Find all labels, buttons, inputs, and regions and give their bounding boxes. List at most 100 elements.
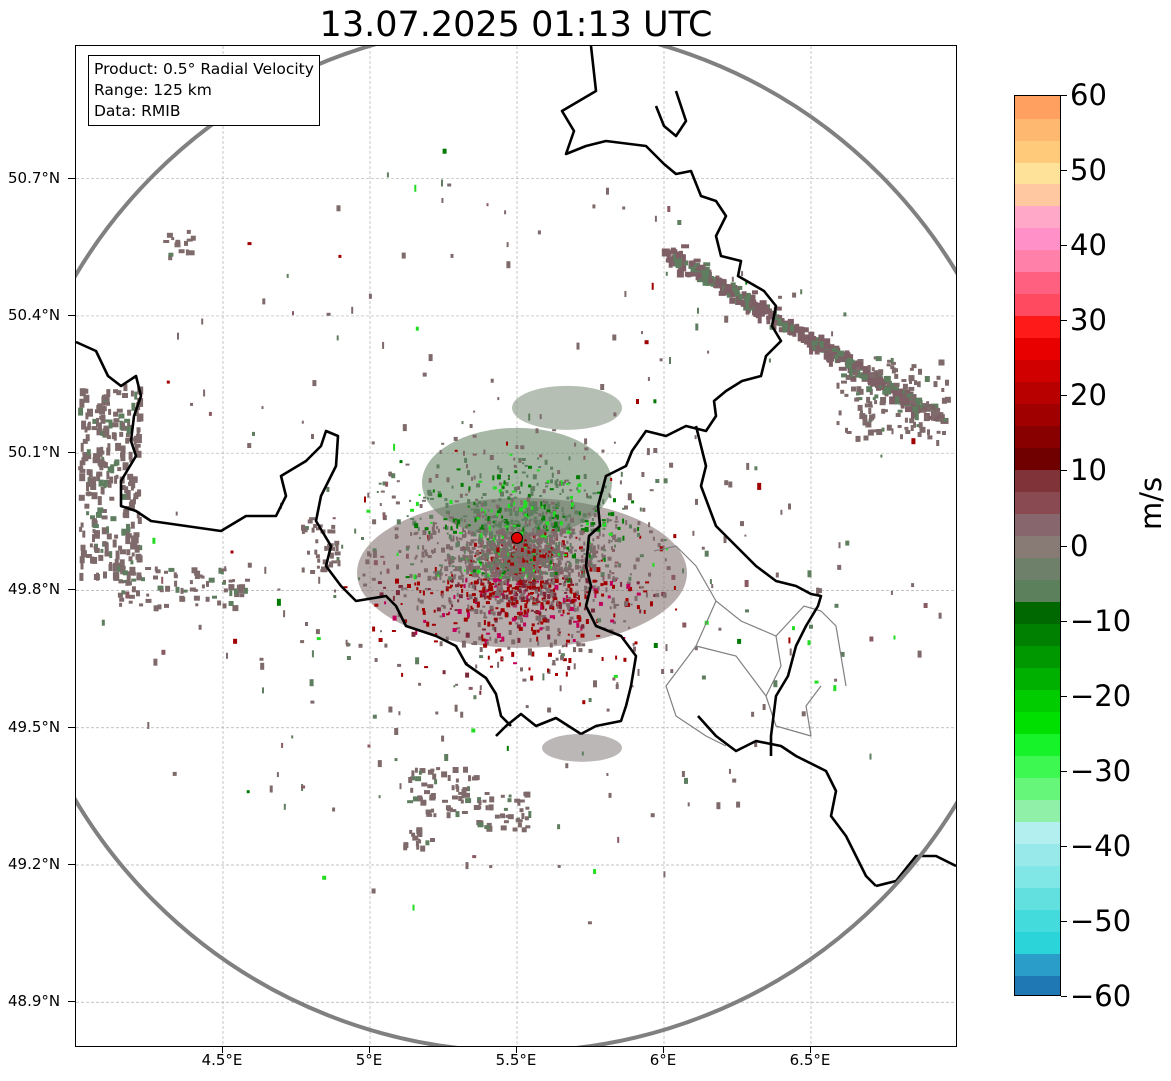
echo-pixel (901, 379, 907, 382)
region-border (665, 600, 727, 747)
echo-pixel (450, 584, 453, 587)
echo-pixel (669, 357, 671, 364)
echo-pixel (695, 323, 699, 331)
echo-pixel (636, 581, 640, 585)
echo-pixel (857, 359, 864, 362)
echo-pixel (598, 601, 603, 606)
echo-pixel (520, 445, 525, 450)
echo-pixel (488, 561, 493, 565)
colorbar-segment (1015, 403, 1060, 427)
echo-pixel (606, 773, 609, 776)
echo-pixel (574, 549, 577, 552)
echo-pixel (483, 612, 486, 614)
echo-pixel (453, 685, 456, 688)
echo-pixel (474, 585, 477, 591)
echo-pixel (501, 570, 504, 573)
echo-pixel (540, 590, 542, 596)
echo-pixel (79, 398, 85, 408)
radar-map-panel[interactable] (75, 45, 957, 1047)
echo-pixel (527, 543, 532, 547)
echo-pixel (502, 575, 506, 580)
echo-pixel (789, 648, 792, 656)
echo-pixel (498, 529, 501, 532)
echo-pixel (535, 549, 540, 553)
echo-pixel (131, 552, 135, 557)
echo-pixel (537, 593, 540, 597)
echo-pixel (542, 500, 545, 504)
echo-pixel (794, 328, 800, 333)
echo-pixel (133, 435, 137, 445)
echo-pixel (493, 573, 497, 576)
echo-pixel (120, 445, 126, 454)
echo-pixel (468, 686, 473, 690)
echo-pixel (539, 557, 542, 563)
echo-pixel (125, 495, 131, 500)
echo-pixel (543, 504, 546, 510)
echo-pixel (458, 796, 463, 801)
echo-pixel (539, 514, 544, 517)
echo-pixel (320, 569, 327, 573)
colorbar-tick-label: 10 (1070, 453, 1107, 488)
echo-pixel (701, 269, 710, 276)
echo-pixel (628, 576, 632, 581)
echo-pixel (399, 783, 402, 790)
echo-pixel (458, 594, 463, 599)
echo-pixel (493, 572, 496, 578)
echo-pixel (523, 553, 527, 558)
echo-pixel (208, 577, 215, 583)
echo-pixel (552, 606, 555, 611)
echo-pixel (302, 526, 309, 530)
echo-pixel (415, 629, 418, 635)
region-border (820, 610, 847, 687)
echo-pixel (341, 544, 344, 549)
echo-pixel (159, 589, 164, 593)
echo-pixel (481, 553, 485, 557)
echo-pixel (682, 622, 687, 628)
echo-pixel (565, 588, 569, 592)
echo-pixel (588, 557, 593, 560)
echo-pixel (559, 480, 563, 486)
echo-pixel (625, 598, 629, 604)
echo-pixel (539, 615, 544, 618)
echo-pixel (525, 584, 528, 588)
echo-pixel (517, 553, 521, 558)
echo-pixel (565, 517, 568, 521)
echo-pixel (560, 655, 565, 661)
echo-pixel (448, 586, 452, 589)
echo-pixel (543, 548, 547, 554)
colorbar-segment (1015, 821, 1060, 844)
echo-pixel (410, 508, 415, 512)
echo-pixel (405, 553, 409, 559)
echo-pixel (515, 577, 520, 582)
echo-pixel (136, 443, 141, 448)
echo-pixel (744, 580, 749, 587)
echo-pixel (460, 799, 464, 804)
echo-pixel (467, 530, 471, 535)
echo-pixel (554, 528, 559, 532)
echo-pixel (529, 581, 533, 584)
colorbar-tick-label: −20 (1070, 678, 1132, 713)
echo-pixel (569, 565, 572, 571)
echo-pixel (909, 379, 912, 384)
echo-pixel (426, 621, 430, 627)
echo-pixel (378, 482, 382, 485)
echo-pixel (841, 373, 847, 378)
echo-pixel (84, 426, 88, 433)
echo-pixel (537, 586, 542, 592)
echo-pixel (489, 586, 494, 592)
echo-pixel (493, 617, 498, 621)
echo-pixel (137, 556, 141, 563)
echo-pixel (561, 488, 564, 493)
echo-pixel (577, 489, 581, 493)
echo-pixel (145, 567, 152, 570)
echo-pixel (538, 466, 542, 469)
echo-pixel (471, 642, 474, 645)
echo-pixel (597, 618, 602, 623)
echo-pixel (136, 590, 140, 597)
echo-pixel (556, 568, 559, 573)
echo-pixel (129, 499, 136, 505)
echo-pixel (220, 568, 227, 572)
echo-pixel (438, 564, 443, 567)
echo-pixel (378, 795, 381, 799)
echo-pixel (506, 482, 509, 487)
